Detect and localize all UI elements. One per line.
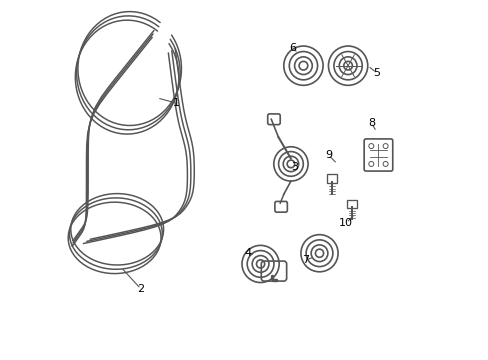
Text: 8: 8 (367, 118, 374, 128)
Text: 9: 9 (324, 150, 331, 160)
Text: 1: 1 (173, 98, 180, 108)
Text: 7: 7 (301, 255, 308, 265)
Text: 10: 10 (339, 218, 353, 228)
Text: 5: 5 (372, 68, 379, 78)
Text: 2: 2 (137, 284, 144, 294)
Text: 3: 3 (290, 162, 297, 172)
Text: 4: 4 (244, 248, 251, 258)
Text: 6: 6 (288, 43, 296, 53)
